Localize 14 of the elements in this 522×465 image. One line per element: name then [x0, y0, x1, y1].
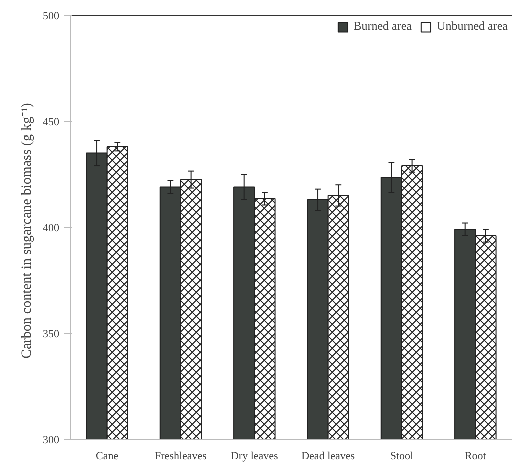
y-tick-label: 400 [43, 222, 60, 234]
y-tick-label: 450 [43, 116, 60, 128]
x-tick-label: Dead leaves [302, 450, 356, 462]
x-tick-label: Dry leaves [230, 450, 278, 462]
x-tick-label: Freshleaves [155, 450, 207, 462]
y-axis-title: Carbon content in sugarcane biomass (g kg⁻¹) [20, 102, 35, 359]
x-tick-label: Stool [390, 450, 414, 462]
y-tick-label: 350 [43, 328, 60, 340]
x-tick-label: Cane [96, 450, 119, 462]
legend-label: Unburned area [437, 19, 508, 34]
y-tick-label: 300 [43, 434, 60, 446]
y-tick-label: 500 [43, 10, 60, 22]
legend-label: Burned area [354, 19, 412, 34]
x-tick-label: Root [464, 450, 486, 462]
